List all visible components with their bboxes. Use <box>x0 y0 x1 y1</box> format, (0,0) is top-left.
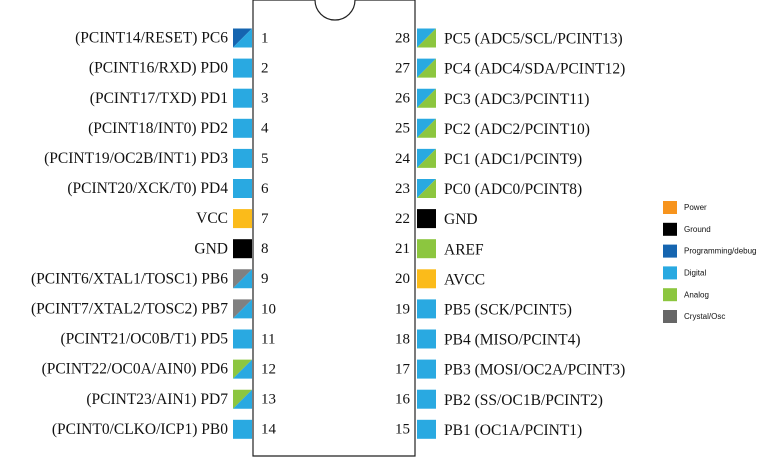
pin-number: 25 <box>395 121 410 137</box>
pin-square-half <box>417 148 436 168</box>
pin-label: PC2 (ADC2/PCINT10) <box>444 121 590 138</box>
pin-label: PB1 (OC1A/PCINT1) <box>444 422 582 439</box>
pin-square <box>417 329 436 349</box>
pin-square-half <box>417 179 436 198</box>
pin-square-half <box>233 269 252 289</box>
pin-number: 1 <box>261 30 269 46</box>
pin-square <box>233 148 252 168</box>
pin-number: 18 <box>395 331 410 347</box>
pin-square <box>417 269 436 289</box>
pin-label: VCC <box>196 210 228 227</box>
legend-label: Programming/debug <box>684 247 756 256</box>
legend-label: Analog <box>684 290 709 299</box>
pin-label: (PCINT21/OC0B/T1) PD5 <box>61 331 229 348</box>
pin-square <box>233 329 252 349</box>
pin-number: 20 <box>395 271 410 287</box>
pin-label: AVCC <box>444 271 485 288</box>
pin-label: (PCINT20/XCK/T0) PD4 <box>67 180 228 197</box>
pin-number: 6 <box>261 181 269 197</box>
pin-number: 2 <box>261 61 269 77</box>
pin-square <box>417 209 436 229</box>
pin-square <box>233 209 252 229</box>
pin-square <box>417 419 436 439</box>
pin-number: 9 <box>261 271 269 287</box>
pin-number: 28 <box>395 30 410 46</box>
pin-number: 23 <box>395 181 410 197</box>
pin-square-half <box>233 28 252 48</box>
pin-number: 14 <box>261 422 277 438</box>
pin-number: 27 <box>395 61 411 77</box>
pin-square <box>233 179 252 198</box>
pin-label: PB5 (SCK/PCINT5) <box>444 301 572 318</box>
pin-label: PB4 (MISO/PCINT4) <box>444 332 581 349</box>
pin-label: GND <box>194 240 228 257</box>
pin-square <box>233 419 252 439</box>
legend-swatch <box>663 244 677 258</box>
pin-square <box>233 58 252 78</box>
pin-label: (PCINT23/AIN1) PD7 <box>86 391 228 408</box>
pin-label: PC1 (ADC1/PCINT9) <box>444 151 582 168</box>
pin-label: (PCINT17/TXD) PD1 <box>90 90 228 107</box>
pin-label: (PCINT18/INT0) PD2 <box>88 120 228 137</box>
pin-number: 24 <box>395 151 411 167</box>
legend-label: Ground <box>684 225 711 234</box>
pin-square-half <box>417 28 436 48</box>
pin-label: PC0 (ADC0/PCINT8) <box>444 181 582 198</box>
legend-label: Crystal/Osc <box>684 312 725 321</box>
pin-label: (PCINT7/XTAL2/TOSC2) PB7 <box>31 300 228 317</box>
pin-square <box>417 389 436 409</box>
pin-number: 21 <box>395 241 410 257</box>
pin-square-half <box>417 88 436 108</box>
pin-number: 16 <box>395 392 411 408</box>
pin-number: 3 <box>261 91 269 107</box>
pin-label: PC3 (ADC3/PCINT11) <box>444 91 589 108</box>
pin-label: PC4 (ADC4/SDA/PCINT12) <box>444 61 625 78</box>
pin-label: GND <box>444 211 478 228</box>
pin-number: 11 <box>261 331 275 347</box>
pin-label: (PCINT6/XTAL1/TOSC1) PB6 <box>31 270 228 287</box>
legend-swatch <box>663 222 677 236</box>
legend-label: Digital <box>684 269 706 278</box>
pin-number: 8 <box>261 241 269 257</box>
pin-square-half <box>417 58 436 78</box>
legend-swatch <box>663 288 677 302</box>
pin-number: 10 <box>261 301 276 317</box>
pin-number: 4 <box>261 121 269 137</box>
pin-label: PB2 (SS/OC1B/PCINT2) <box>444 392 603 409</box>
pin-number: 12 <box>261 362 276 378</box>
pin-square <box>417 299 436 319</box>
chip-body <box>252 0 416 457</box>
legend-swatch <box>663 266 677 280</box>
legend-swatch <box>663 310 677 323</box>
pin-label: (PCINT14/RESET) PC6 <box>75 30 228 47</box>
pin-square-half <box>233 359 252 379</box>
pin-square-half <box>417 118 436 138</box>
pin-label: AREF <box>444 241 484 258</box>
pin-label: (PCINT19/OC2B/INT1) PD3 <box>44 150 228 167</box>
pin-number: 7 <box>261 211 269 227</box>
pin-label: PC5 (ADC5/SCL/PCINT13) <box>444 31 623 48</box>
pin-number: 5 <box>261 151 269 167</box>
pin-label: (PCINT0/CLKO/ICP1) PB0 <box>52 421 228 438</box>
pin-square <box>417 239 436 259</box>
pin-square <box>417 359 436 379</box>
pin-square-half <box>233 389 252 409</box>
pin-number: 22 <box>395 211 410 227</box>
pin-square <box>233 118 252 138</box>
pin-number: 13 <box>261 392 276 408</box>
legend-swatch <box>663 201 677 214</box>
pin-number: 26 <box>395 91 411 107</box>
pin-number: 19 <box>395 301 410 317</box>
pin-label: (PCINT22/OC0A/AIN0) PD6 <box>42 361 229 378</box>
pin-square-half <box>233 299 252 319</box>
legend-label: Power <box>684 203 707 212</box>
pin-square <box>233 88 252 108</box>
pin-square <box>233 239 252 259</box>
pin-label: PB3 (MOSI/OC2A/PCINT3) <box>444 362 625 379</box>
pin-number: 15 <box>395 422 410 438</box>
pin-number: 17 <box>395 362 411 378</box>
pin-label: (PCINT16/RXD) PD0 <box>89 60 228 77</box>
